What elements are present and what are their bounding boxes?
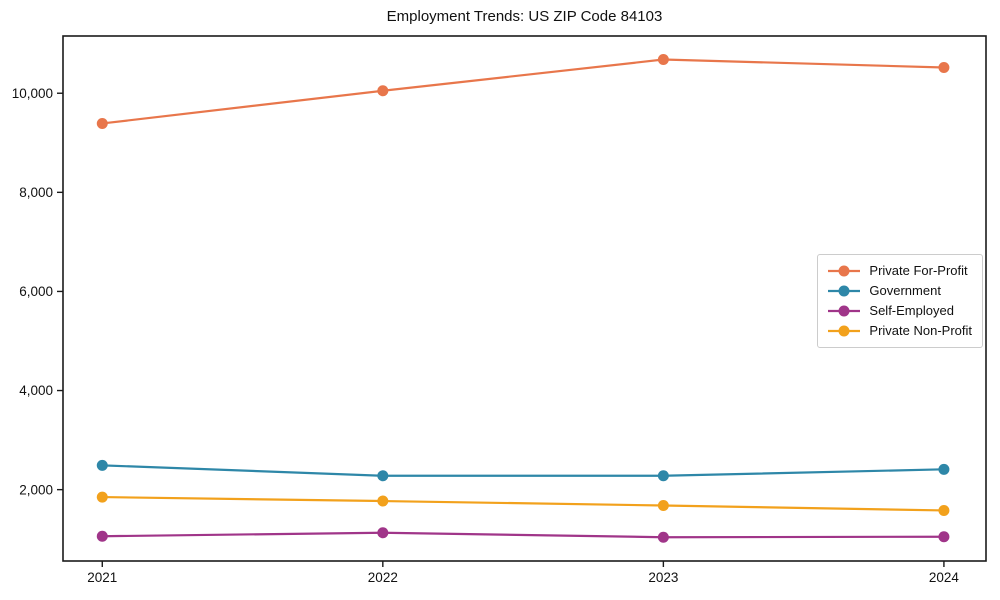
y-tick-label: 6,000 xyxy=(19,284,53,299)
series-line xyxy=(102,58,944,125)
x-tick-label: 2023 xyxy=(648,570,678,585)
data-point-marker xyxy=(657,531,669,543)
legend-item: Private For-Profit xyxy=(827,261,972,281)
legend-line-marker-icon xyxy=(828,325,861,337)
data-point-marker xyxy=(96,491,108,503)
data-point-marker xyxy=(377,470,389,482)
data-point-marker xyxy=(377,527,389,539)
data-point-marker xyxy=(96,530,108,542)
legend-line-marker-icon xyxy=(828,305,861,317)
legend-label: Private For-Profit xyxy=(869,263,968,278)
legend-item: Government xyxy=(827,281,972,301)
x-tick-label: 2024 xyxy=(929,570,960,585)
x-tick-label: 2022 xyxy=(368,570,398,585)
y-tick-label: 8,000 xyxy=(19,185,53,200)
legend-label: Government xyxy=(869,283,941,298)
series-line xyxy=(102,464,944,477)
data-point-marker xyxy=(938,504,950,516)
y-tick-label: 10,000 xyxy=(12,86,53,101)
series-line xyxy=(102,531,944,539)
data-point-marker xyxy=(657,500,669,512)
data-point-marker xyxy=(96,459,108,471)
series-line xyxy=(102,495,944,512)
x-tick-label: 2021 xyxy=(87,570,117,585)
legend-item: Self-Employed xyxy=(827,301,972,321)
legend-line-marker-icon xyxy=(828,265,861,277)
y-tick-label: 2,000 xyxy=(19,482,53,497)
y-tick-label: 4,000 xyxy=(19,383,53,398)
data-point-marker xyxy=(657,54,669,66)
data-point-marker xyxy=(377,85,389,97)
data-point-marker xyxy=(938,463,950,475)
legend-label: Private Non-Profit xyxy=(869,323,972,338)
legend-line-marker-icon xyxy=(828,285,861,297)
axes-spines xyxy=(62,35,987,562)
data-point-marker xyxy=(938,61,950,73)
legend-item: Private Non-Profit xyxy=(827,321,972,341)
legend-label: Self-Employed xyxy=(869,303,954,318)
legend: Private For-Profit Government Self-Emplo… xyxy=(817,254,983,348)
data-point-marker xyxy=(938,531,950,543)
data-point-marker xyxy=(377,495,389,507)
data-point-marker xyxy=(96,117,108,129)
chart-title: Employment Trends: US ZIP Code 84103 xyxy=(386,8,663,25)
data-point-marker xyxy=(657,470,669,482)
